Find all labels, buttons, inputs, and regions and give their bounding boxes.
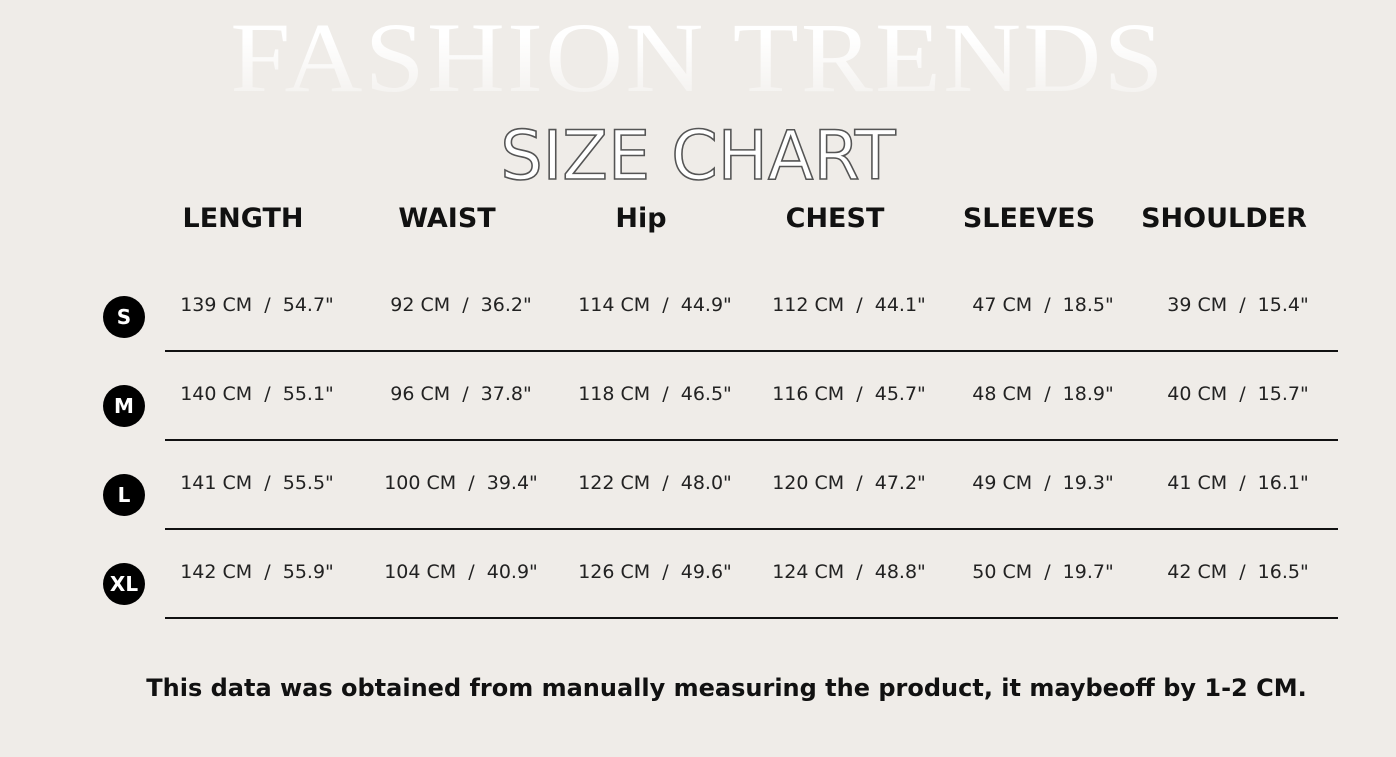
table-cell: 120 CM / 47.2" [772,472,926,494]
table-cell: 40 CM / 15.7" [1167,383,1309,405]
size-badge: S [103,296,145,338]
table-cell: 122 CM / 48.0" [578,472,732,494]
column-header: SHOULDER [1141,203,1307,234]
table-cell: 92 CM / 36.2" [390,294,532,316]
column-header: Hip [615,203,667,234]
background-watermark-title: FASHION TRENDS [0,0,1396,115]
table-cell: 100 CM / 39.4" [384,472,538,494]
size-badge: M [103,385,145,427]
column-header: CHEST [785,203,885,234]
table-cell: 139 CM / 54.7" [180,294,334,316]
row-divider [165,528,1338,530]
table-cell: 42 CM / 16.5" [1167,561,1309,583]
table-cell: 104 CM / 40.9" [384,561,538,583]
table-cell: 124 CM / 48.8" [772,561,926,583]
column-header: WAIST [398,203,496,234]
table-cell: 114 CM / 44.9" [578,294,732,316]
table-cell: 96 CM / 37.8" [390,383,532,405]
size-badge: XL [103,563,145,605]
column-header: LENGTH [182,203,304,234]
table-cell: 140 CM / 55.1" [180,383,334,405]
table-cell: 50 CM / 19.7" [972,561,1114,583]
column-header: SLEEVES [962,203,1096,234]
table-cell: 48 CM / 18.9" [972,383,1114,405]
row-divider [165,617,1338,619]
row-divider [165,439,1338,441]
table-cell: 118 CM / 46.5" [578,383,732,405]
size-badge: L [103,474,145,516]
table-cell: 39 CM / 15.4" [1167,294,1309,316]
table-cell: 112 CM / 44.1" [772,294,926,316]
table-cell: 47 CM / 18.5" [972,294,1114,316]
table-cell: 141 CM / 55.5" [180,472,334,494]
page-title: SIZE CHART [500,116,897,197]
table-cell: 41 CM / 16.1" [1167,472,1309,494]
measurement-note: This data was obtained from manually mea… [146,674,1307,702]
table-cell: 126 CM / 49.6" [578,561,732,583]
table-cell: 49 CM / 19.3" [972,472,1114,494]
table-cell: 116 CM / 45.7" [772,383,926,405]
table-cell: 142 CM / 55.9" [180,561,334,583]
row-divider [165,350,1338,352]
